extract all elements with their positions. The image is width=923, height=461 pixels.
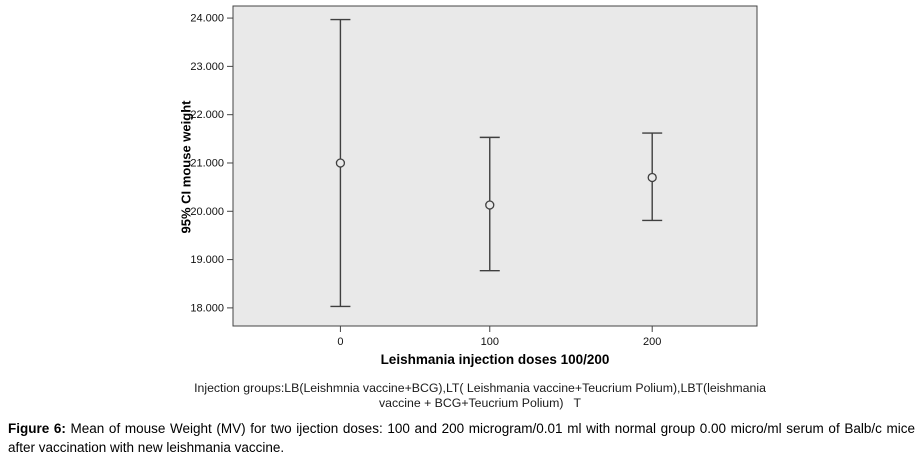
note-line-1: Injection groups:LB(Leishmnia vaccine+BC… bbox=[194, 381, 766, 395]
y-tick-label: 23.000 bbox=[190, 61, 224, 73]
injection-groups-note: Injection groups:LB(Leishmnia vaccine+BC… bbox=[38, 381, 922, 410]
figure-caption: Figure 6: Mean of mouse Weight (MV) for … bbox=[8, 420, 915, 458]
x-axis-label: Leishmania injection doses 100/200 bbox=[380, 352, 610, 367]
figure-caption-text: Mean of mouse Weight (MV) for two ijecti… bbox=[8, 421, 915, 455]
figure-caption-label: Figure 6: bbox=[8, 421, 66, 436]
y-tick-label: 19.000 bbox=[190, 254, 224, 266]
plot-area bbox=[232, 5, 758, 327]
mean-marker-200 bbox=[647, 172, 657, 183]
mean-marker-0 bbox=[335, 158, 346, 168]
y-tick-label: 22.000 bbox=[190, 109, 224, 121]
error-bar-chart: 24.000 23.000 22.000 21.000 20.000 19.000 18.0… bbox=[190, 5, 758, 348]
mean-marker-100 bbox=[485, 200, 495, 210]
x-tick-label: 0 bbox=[337, 336, 343, 348]
note-line-2: vaccine + BCG+Teucrium Polium) T bbox=[378, 395, 582, 410]
y-tick-label: 21.000 bbox=[190, 157, 224, 169]
y-tick-label: 20.000 bbox=[190, 206, 224, 218]
x-tick-label: 100 bbox=[481, 336, 499, 348]
x-tick-label: 200 bbox=[643, 336, 661, 348]
y-tick-label: 18.000 bbox=[190, 302, 224, 314]
y-tick-label: 24.000 bbox=[190, 13, 224, 25]
